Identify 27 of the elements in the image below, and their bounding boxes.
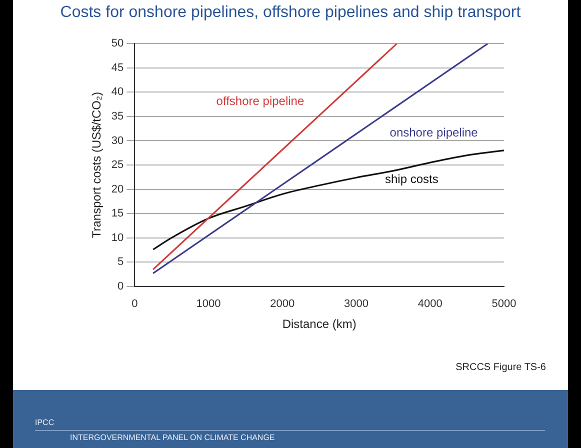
chart-title: Costs for onshore pipelines, offshore pipelines and ship transport [59, 4, 522, 22]
x-tick-label: 2000 [270, 298, 295, 310]
y-tick-label: 50 [111, 38, 124, 50]
y-tick-label: 15 [111, 208, 124, 220]
x-tick-label: 3000 [344, 298, 368, 310]
y-axis-title: Transport costs (US$/tCO₂) [90, 92, 104, 238]
text: IPCC [35, 418, 54, 427]
x-tick-label: 0 [132, 298, 138, 310]
line-series [152, 150, 504, 250]
y-tick-label: 20 [111, 183, 124, 196]
y-tick-label: 40 [111, 86, 124, 98]
y-tick-label: 45 [111, 62, 124, 74]
series-label: ship costs [384, 172, 438, 186]
text: SRCCS Figure TS-6 [456, 362, 546, 373]
y-tick-label: 35 [111, 110, 124, 122]
x-axis-title: Distance (km) [282, 317, 356, 332]
y-tick-label: 0 [118, 280, 124, 292]
x-tick-label: 4000 [418, 298, 442, 310]
y-tick-label: 5 [118, 256, 124, 268]
text: INTERGOVERNMENTAL PANEL ON CLIMATE CHANGE [70, 433, 275, 442]
x-tick-label: 5000 [492, 298, 516, 310]
series-label: onshore pipeline [390, 126, 478, 140]
y-tick-label: 10 [111, 232, 124, 244]
series-label: offshore pipeline [216, 94, 304, 108]
x-tick-label: 1000 [196, 298, 221, 310]
y-tick-label: 25 [111, 159, 124, 172]
y-tick-label: 30 [111, 134, 124, 147]
